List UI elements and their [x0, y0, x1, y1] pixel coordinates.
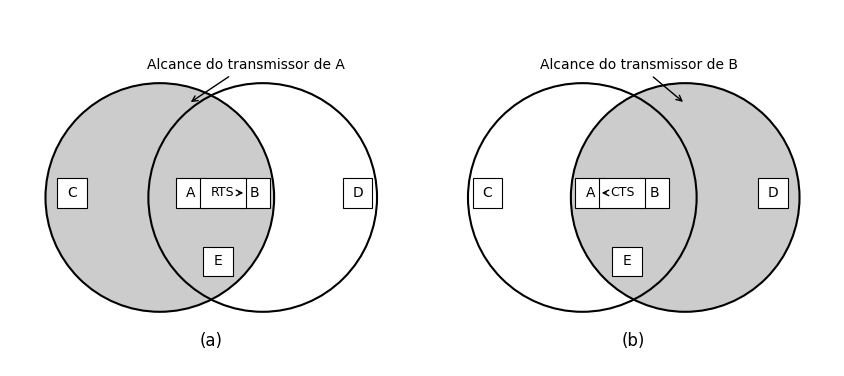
Text: B: B — [649, 186, 658, 200]
FancyBboxPatch shape — [472, 178, 501, 208]
Circle shape — [571, 83, 798, 312]
FancyBboxPatch shape — [639, 178, 668, 208]
Text: Alcance do transmissor de A: Alcance do transmissor de A — [147, 58, 344, 101]
FancyBboxPatch shape — [757, 178, 787, 208]
Text: (b): (b) — [621, 332, 645, 350]
FancyBboxPatch shape — [176, 178, 205, 208]
Text: RTS: RTS — [211, 186, 235, 199]
Circle shape — [149, 83, 376, 312]
Text: E: E — [622, 255, 630, 268]
Text: (a): (a) — [199, 332, 223, 350]
Text: D: D — [352, 186, 363, 200]
Circle shape — [468, 83, 695, 312]
FancyBboxPatch shape — [199, 178, 246, 208]
Text: CTS: CTS — [609, 186, 634, 199]
Circle shape — [46, 83, 273, 312]
FancyBboxPatch shape — [240, 178, 269, 208]
Text: A: A — [186, 186, 195, 200]
FancyBboxPatch shape — [598, 178, 645, 208]
Circle shape — [571, 83, 798, 312]
Text: C: C — [67, 186, 77, 200]
Text: C: C — [482, 186, 492, 200]
Circle shape — [46, 83, 273, 312]
Text: D: D — [767, 186, 777, 200]
Text: B: B — [250, 186, 259, 200]
Text: E: E — [214, 255, 222, 268]
Text: Alcance do transmissor de B: Alcance do transmissor de B — [540, 58, 738, 101]
FancyBboxPatch shape — [203, 247, 233, 276]
Text: A: A — [585, 186, 594, 200]
FancyBboxPatch shape — [343, 178, 372, 208]
FancyBboxPatch shape — [57, 178, 87, 208]
FancyBboxPatch shape — [611, 247, 641, 276]
FancyBboxPatch shape — [575, 178, 604, 208]
